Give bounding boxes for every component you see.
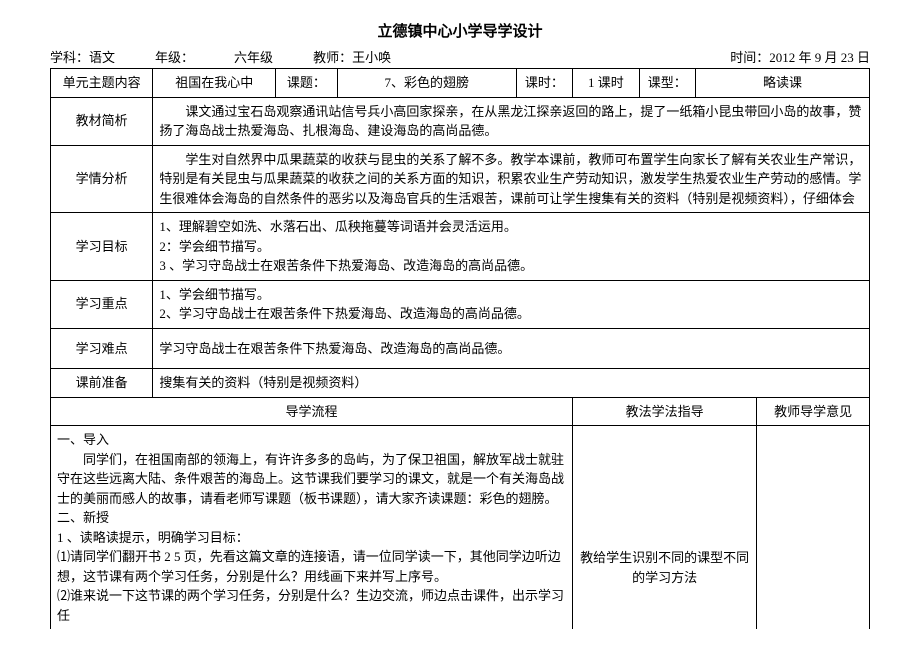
grade-label: 年级：	[155, 47, 194, 66]
topic-label: 课题：	[276, 69, 337, 98]
difficulty-label: 学习难点	[51, 328, 153, 369]
grade-value: 六年级	[234, 47, 273, 66]
date-value: 2012 年 9 月 23 日	[769, 47, 870, 66]
method-header: 教法学法指导	[573, 397, 757, 426]
analysis-content: 学生对自然界中瓜果蔬菜的收获与昆虫的关系了解不多。教学本课前，教师可布置学生向家…	[153, 145, 870, 213]
flow-body-row: 一、导入 同学们，在祖国南部的领海上，有许许多多的岛屿，为了保卫祖国，解放军战士…	[51, 426, 870, 630]
teacher-label: 教师：	[313, 47, 352, 66]
flow-content: 一、导入 同学们，在祖国南部的领海上，有许许多多的岛屿，为了保卫祖国，解放军战士…	[51, 426, 573, 630]
lesson-table: 单元主题内容 祖国在我心中 课题： 7、彩色的翅膀 课时： 1 课时 课型： 略…	[50, 68, 870, 629]
textbook-content: 课文通过宝石岛观察通讯站信号兵小高回家探亲，在从黑龙江探亲返回的路上，提了一纸箱…	[153, 97, 870, 145]
period-value: 1 课时	[573, 69, 640, 98]
date-label: 时间：	[730, 47, 769, 66]
type-label: 课型：	[639, 69, 695, 98]
flow-header: 导学流程	[51, 397, 573, 426]
table-row: 学习重点 1、学会细节描写。 2、学习守岛战士在艰苦条件下热爱海岛、改造海岛的高…	[51, 280, 870, 328]
teacher-value: 王小唤	[352, 47, 391, 66]
table-row: 教材简析 课文通过宝石岛观察通讯站信号兵小高回家探亲，在从黑龙江探亲返回的路上，…	[51, 97, 870, 145]
unit-theme-label: 单元主题内容	[51, 69, 153, 98]
opinion-header: 教师导学意见	[757, 397, 870, 426]
difficulty-content: 学习守岛战士在艰苦条件下热爱海岛、改造海岛的高尚品德。	[153, 328, 870, 369]
page-title: 立德镇中心小学导学设计	[50, 20, 870, 41]
goal-content: 1、理解碧空如洗、水落石出、瓜秧拖蔓等词语并会灵活运用。 2：学会细节描写。 3…	[153, 213, 870, 281]
table-row: 学习难点 学习守岛战士在艰苦条件下热爱海岛、改造海岛的高尚品德。	[51, 328, 870, 369]
prep-label: 课前准备	[51, 369, 153, 398]
period-label: 课时：	[516, 69, 572, 98]
goal-label: 学习目标	[51, 213, 153, 281]
table-row: 学习目标 1、理解碧空如洗、水落石出、瓜秧拖蔓等词语并会灵活运用。 2：学会细节…	[51, 213, 870, 281]
opinion-content	[757, 426, 870, 630]
topic-value: 7、彩色的翅膀	[337, 69, 516, 98]
analysis-label: 学情分析	[51, 145, 153, 213]
unit-theme-value: 祖国在我心中	[153, 69, 276, 98]
flow-header-row: 导学流程 教法学法指导 教师导学意见	[51, 397, 870, 426]
table-row: 课前准备 搜集有关的资料（特别是视频资料）	[51, 369, 870, 398]
subject-value: 语文	[89, 47, 115, 66]
table-row: 单元主题内容 祖国在我心中 课题： 7、彩色的翅膀 课时： 1 课时 课型： 略…	[51, 69, 870, 98]
type-value: 略读课	[695, 69, 869, 98]
textbook-label: 教材简析	[51, 97, 153, 145]
focus-label: 学习重点	[51, 280, 153, 328]
header-line: 学科： 语文 年级： 六年级 教师： 王小唤 时间： 2012 年 9 月 23…	[50, 47, 870, 66]
method-content: 教给学生识别不同的课型不同的学习方法	[573, 426, 757, 630]
subject-label: 学科：	[50, 47, 89, 66]
prep-content: 搜集有关的资料（特别是视频资料）	[153, 369, 870, 398]
table-row: 学情分析 学生对自然界中瓜果蔬菜的收获与昆虫的关系了解不多。教学本课前，教师可布…	[51, 145, 870, 213]
focus-content: 1、学会细节描写。 2、学习守岛战士在艰苦条件下热爱海岛、改造海岛的高尚品德。	[153, 280, 870, 328]
